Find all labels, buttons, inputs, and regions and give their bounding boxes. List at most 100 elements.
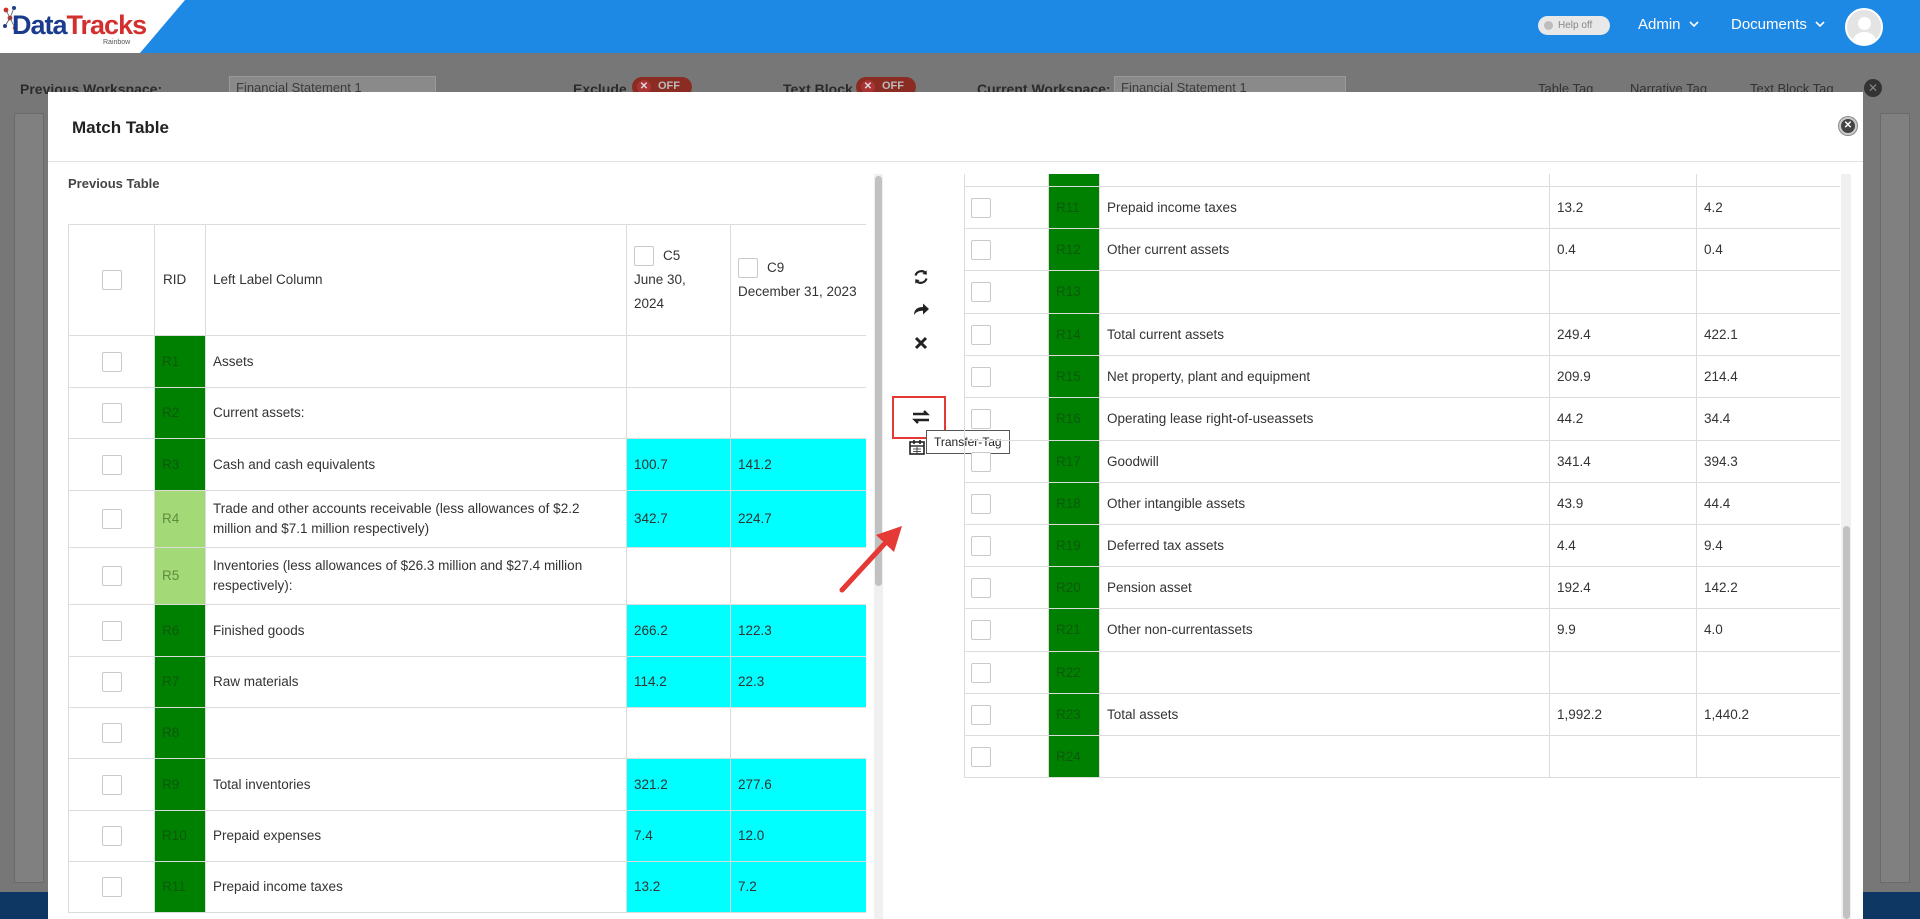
row-checkbox[interactable] — [101, 723, 122, 744]
row-checkbox[interactable] — [101, 774, 122, 795]
value-cell[interactable]: 214.4 — [1696, 355, 1840, 398]
row-checkbox[interactable] — [971, 746, 991, 767]
row-checkbox[interactable] — [971, 324, 991, 345]
value-cell[interactable]: 0.4 — [1549, 228, 1697, 271]
row-checkbox[interactable] — [971, 366, 991, 387]
admin-menu[interactable]: Admin — [1638, 16, 1699, 33]
rid-cell[interactable]: R12 — [1048, 228, 1100, 271]
rid-cell[interactable]: R17 — [1048, 440, 1100, 483]
value-cell[interactable]: 4.0 — [1696, 608, 1840, 652]
rid-cell[interactable]: R22 — [1048, 651, 1100, 694]
value-cell[interactable]: 43.9 — [1549, 482, 1697, 525]
value-cell[interactable]: 44.4 — [1696, 482, 1840, 525]
value-cell-c5[interactable] — [626, 547, 731, 605]
value-cell[interactable]: 192.4 — [1549, 566, 1697, 609]
value-cell-c9[interactable] — [730, 547, 866, 605]
value-cell[interactable]: 1,440.2 — [1696, 693, 1840, 736]
rid-cell[interactable]: R13 — [1048, 270, 1100, 314]
rid-cell[interactable]: R24 — [1048, 735, 1100, 778]
rid-cell[interactable]: R15 — [1048, 355, 1100, 398]
rid-cell[interactable]: R6 — [154, 604, 206, 657]
value-cell[interactable]: 1,992.2 — [1549, 693, 1697, 736]
value-cell-c5[interactable] — [626, 387, 731, 439]
scrollbar-thumb[interactable] — [875, 176, 882, 586]
value-cell[interactable]: 44.2 — [1549, 397, 1697, 441]
documents-menu[interactable]: Documents — [1731, 16, 1825, 33]
value-cell[interactable] — [1696, 270, 1840, 314]
value-cell[interactable]: 209.9 — [1549, 355, 1697, 398]
rid-cell[interactable]: R10 — [154, 810, 206, 862]
value-cell-c9[interactable]: 12.0 — [730, 810, 866, 862]
value-cell[interactable]: 9.9 — [1549, 608, 1697, 652]
value-cell[interactable]: 4.2 — [1696, 186, 1840, 229]
workspace-close-icon[interactable]: ✕ — [1864, 79, 1882, 97]
value-cell[interactable]: 394.3 — [1696, 440, 1840, 483]
value-cell-c5[interactable]: 342.7 — [626, 490, 731, 548]
value-cell[interactable]: 13.2 — [1549, 186, 1697, 229]
logo[interactable]: DataTracks Rainbow — [0, 0, 185, 53]
value-cell-c5[interactable]: 100.7 — [626, 438, 731, 491]
row-checkbox[interactable] — [101, 454, 122, 475]
row-checkbox[interactable] — [971, 282, 991, 303]
share-forward-icon[interactable] — [910, 298, 932, 320]
select-all-checkbox[interactable] — [101, 270, 122, 291]
rid-cell[interactable]: R2 — [154, 387, 206, 439]
row-checkbox[interactable] — [971, 662, 991, 683]
value-cell[interactable]: 142.2 — [1696, 566, 1840, 609]
row-checkbox[interactable] — [971, 409, 991, 430]
rid-cell[interactable]: R16 — [1048, 397, 1100, 441]
row-checkbox[interactable] — [101, 351, 122, 372]
row-checkbox[interactable] — [971, 451, 991, 472]
value-cell[interactable] — [1696, 651, 1840, 694]
value-cell-c9[interactable]: 122.3 — [730, 604, 866, 657]
value-cell[interactable]: 9.4 — [1696, 524, 1840, 567]
value-cell-c5[interactable] — [626, 335, 731, 388]
value-cell-c9[interactable]: 224.7 — [730, 490, 866, 548]
rid-cell[interactable]: R11 — [154, 861, 206, 913]
value-cell[interactable]: 422.1 — [1696, 313, 1840, 356]
row-checkbox[interactable] — [971, 577, 991, 598]
modal-close-icon[interactable]: ✕ — [1839, 117, 1857, 135]
rid-cell[interactable]: R14 — [1048, 313, 1100, 356]
value-cell[interactable]: 34.4 — [1696, 397, 1840, 441]
value-cell-c5[interactable]: 266.2 — [626, 604, 731, 657]
rid-cell[interactable]: R7 — [154, 656, 206, 708]
transfer-tag-icon[interactable] — [910, 406, 932, 428]
row-checkbox[interactable] — [971, 704, 991, 725]
row-checkbox[interactable] — [971, 493, 991, 514]
value-cell-c9[interactable] — [730, 335, 866, 388]
value-cell-c5[interactable] — [626, 707, 731, 759]
value-cell[interactable] — [1549, 735, 1697, 778]
value-cell[interactable]: 341.4 — [1549, 440, 1697, 483]
value-cell-c5[interactable]: 7.4 — [626, 810, 731, 862]
row-checkbox[interactable] — [101, 403, 122, 424]
value-cell[interactable] — [1549, 651, 1697, 694]
rid-cell[interactable]: R23 — [1048, 693, 1100, 736]
rid-cell[interactable]: R3 — [154, 438, 206, 491]
rid-cell[interactable]: R19 — [1048, 524, 1100, 567]
row-checkbox[interactable] — [971, 620, 991, 641]
rid-cell[interactable]: R9 — [154, 758, 206, 811]
row-checkbox[interactable] — [101, 877, 122, 898]
value-cell-c9[interactable]: 141.2 — [730, 438, 866, 491]
rid-cell[interactable]: R20 — [1048, 566, 1100, 609]
help-toggle[interactable]: Help off — [1538, 16, 1610, 35]
value-cell[interactable]: 4.4 — [1549, 524, 1697, 567]
value-cell-c9[interactable]: 22.3 — [730, 656, 866, 708]
value-cell[interactable]: 249.4 — [1549, 313, 1697, 356]
user-avatar[interactable] — [1845, 8, 1883, 46]
rid-cell[interactable]: R21 — [1048, 608, 1100, 652]
scrollbar-thumb[interactable] — [1843, 526, 1850, 919]
calendar-icon[interactable] — [906, 436, 928, 458]
value-cell[interactable] — [1696, 735, 1840, 778]
row-checkbox[interactable] — [101, 509, 122, 530]
rid-cell[interactable]: R5 — [154, 547, 206, 605]
refresh-icon[interactable] — [910, 266, 932, 288]
value-cell[interactable]: 0.4 — [1696, 228, 1840, 271]
value-cell-c5[interactable]: 13.2 — [626, 861, 731, 913]
value-cell-c9[interactable]: 7.2 — [730, 861, 866, 913]
value-cell-c5[interactable]: 321.2 — [626, 758, 731, 811]
row-checkbox[interactable] — [101, 672, 122, 693]
rid-cell[interactable]: R11 — [1048, 186, 1100, 229]
current-table-scrollbar[interactable] — [1841, 174, 1851, 919]
